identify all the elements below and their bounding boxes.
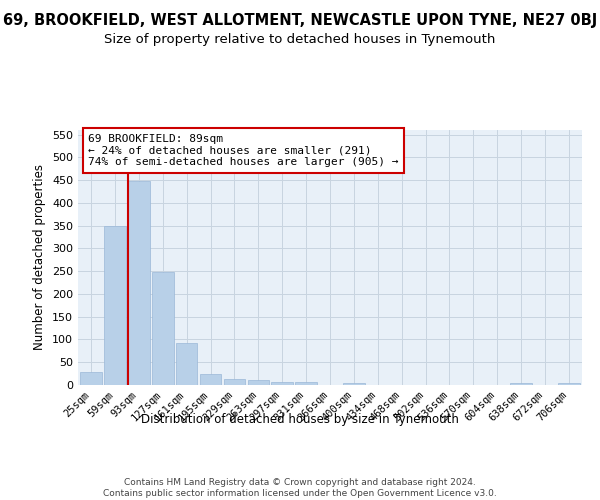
Bar: [511, 382, 532, 385]
Bar: [343, 382, 365, 385]
Bar: [271, 382, 293, 385]
Text: Size of property relative to detached houses in Tynemouth: Size of property relative to detached ho…: [104, 32, 496, 46]
Bar: [200, 374, 221, 385]
Bar: [152, 272, 173, 385]
Bar: [80, 372, 102, 385]
Text: 69 BROOKFIELD: 89sqm
← 24% of detached houses are smaller (291)
74% of semi-deta: 69 BROOKFIELD: 89sqm ← 24% of detached h…: [88, 134, 398, 167]
Text: Contains HM Land Registry data © Crown copyright and database right 2024.
Contai: Contains HM Land Registry data © Crown c…: [103, 478, 497, 498]
Text: 69, BROOKFIELD, WEST ALLOTMENT, NEWCASTLE UPON TYNE, NE27 0BJ: 69, BROOKFIELD, WEST ALLOTMENT, NEWCASTL…: [3, 12, 597, 28]
Bar: [176, 343, 197, 385]
Bar: [558, 382, 580, 385]
Bar: [128, 182, 149, 385]
Bar: [104, 226, 126, 385]
Bar: [295, 382, 317, 385]
Y-axis label: Number of detached properties: Number of detached properties: [34, 164, 46, 350]
Text: Distribution of detached houses by size in Tynemouth: Distribution of detached houses by size …: [141, 412, 459, 426]
Bar: [248, 380, 269, 385]
Bar: [224, 378, 245, 385]
